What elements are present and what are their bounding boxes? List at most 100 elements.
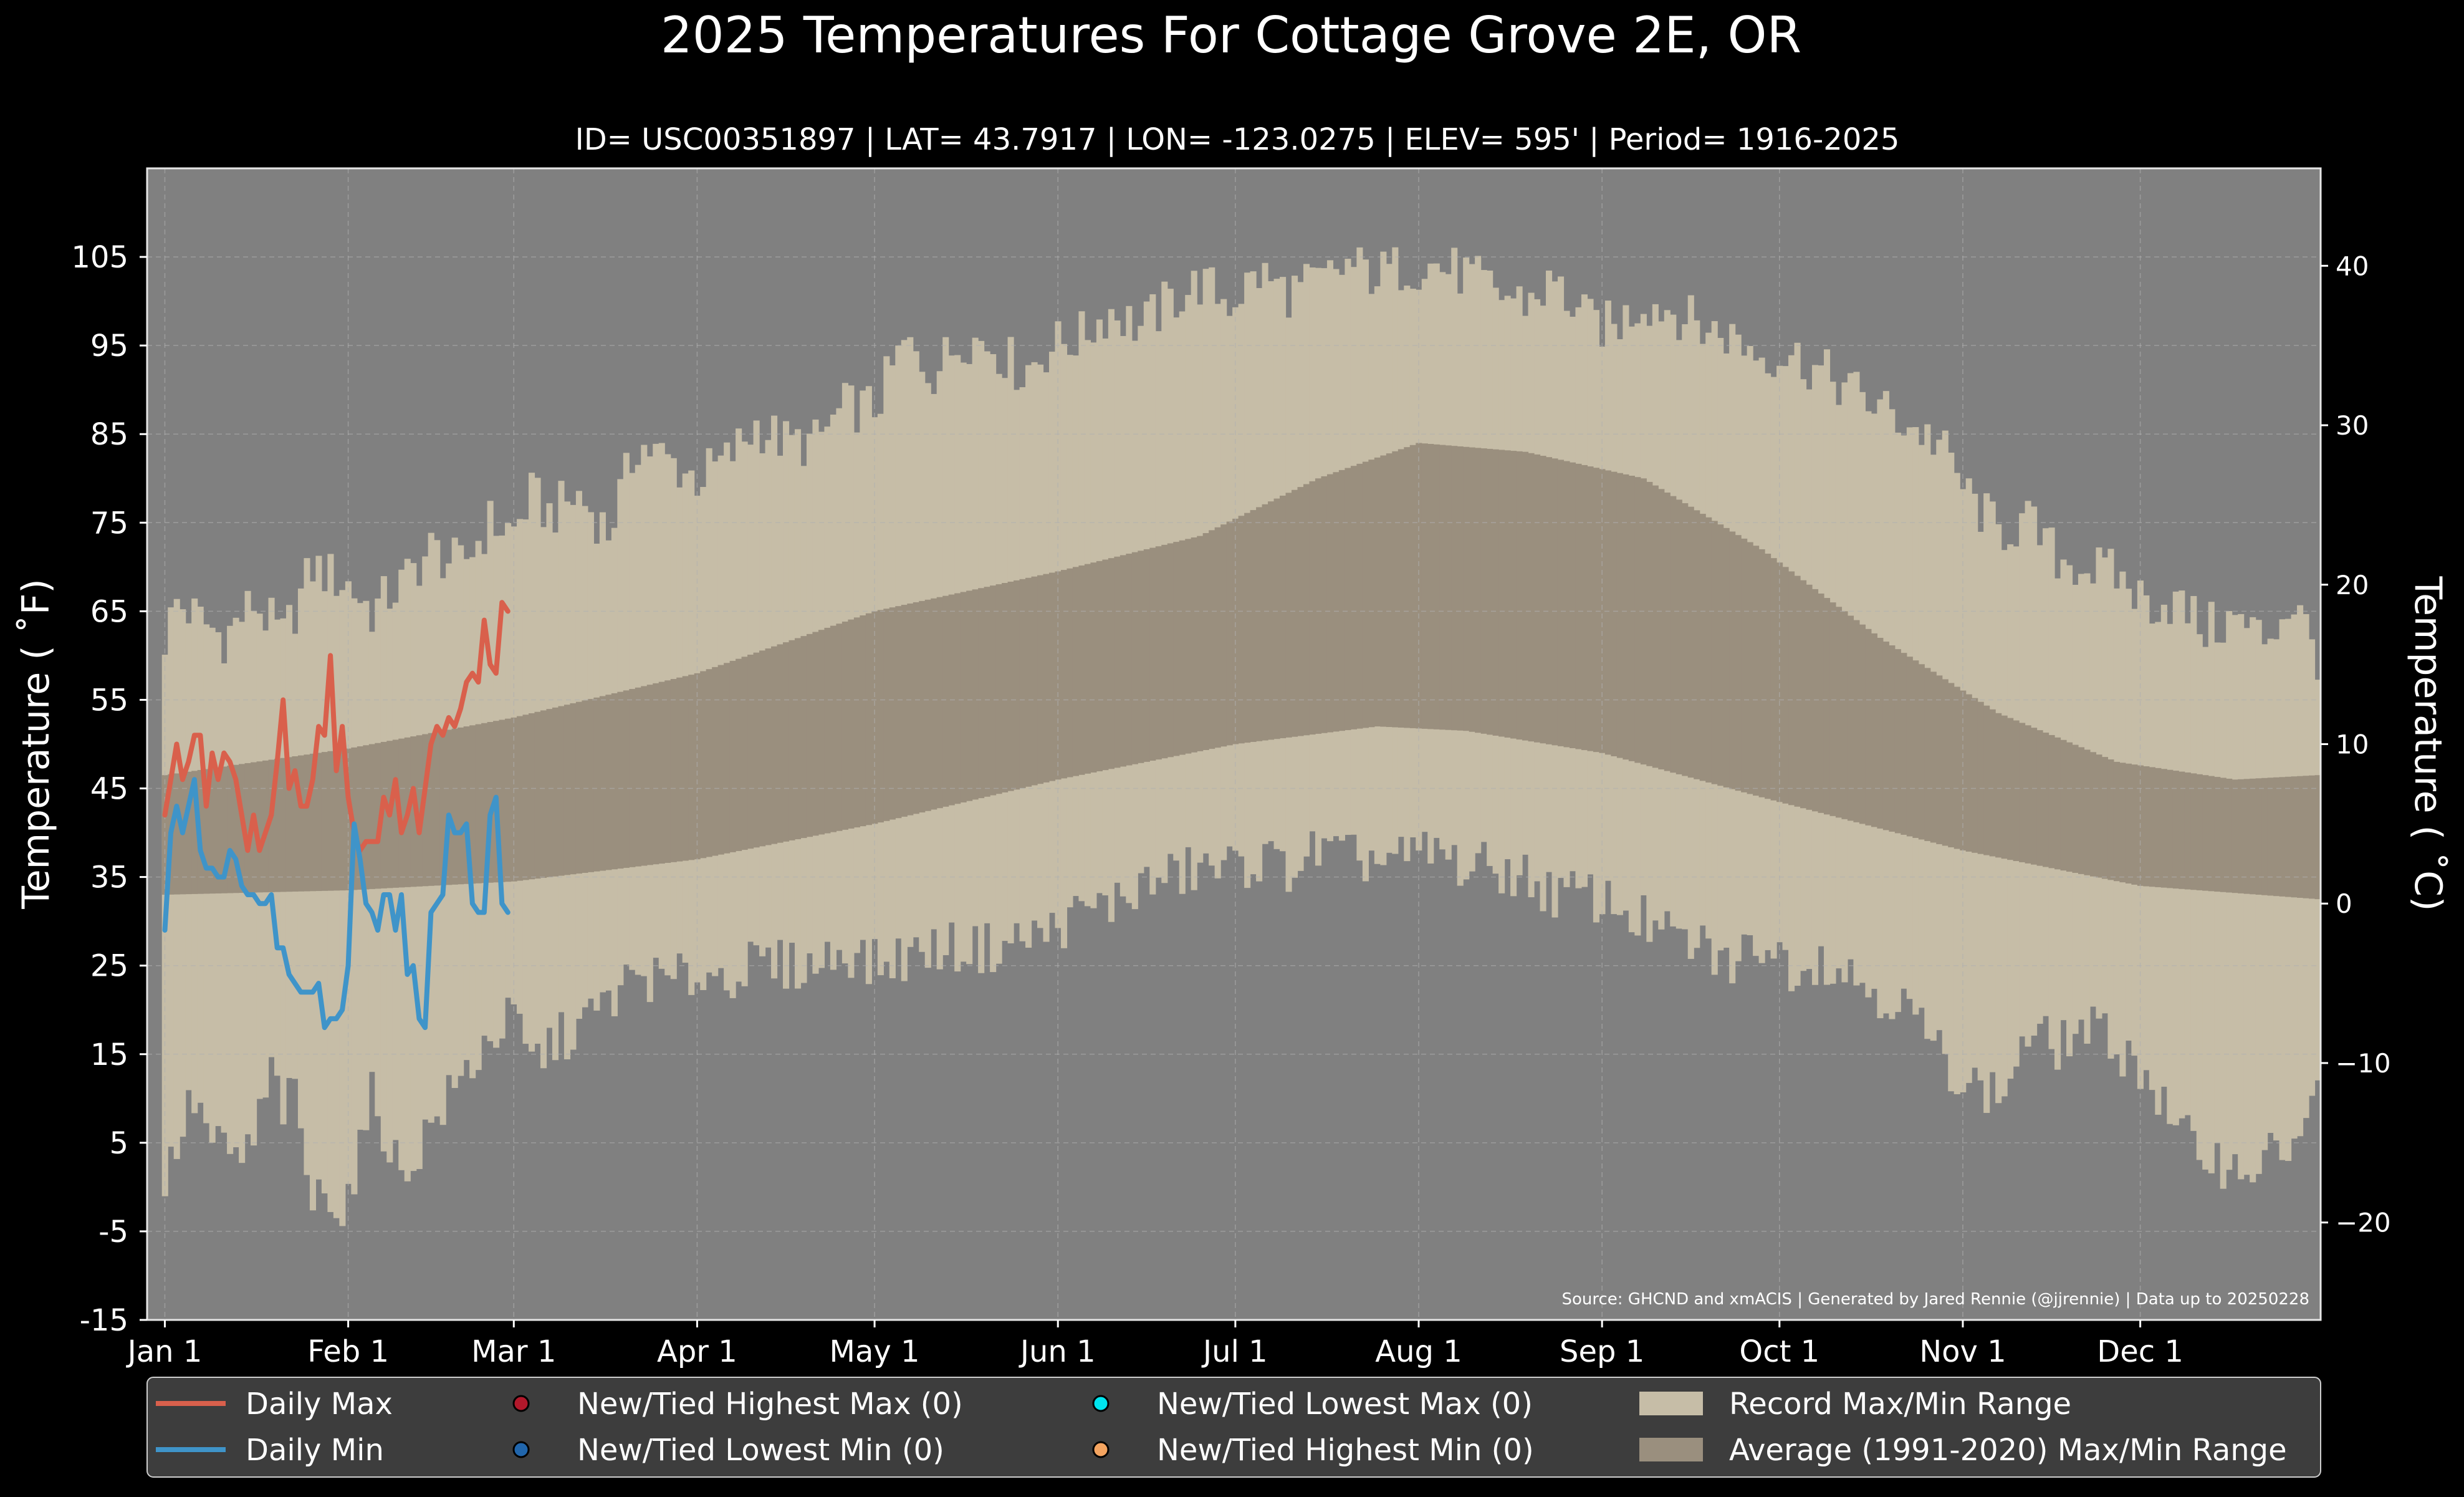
normal-range-bar (232, 764, 239, 893)
normal-range-bar (357, 746, 363, 890)
normal-range-bar (428, 733, 434, 886)
normal-range-bar (1143, 549, 1150, 762)
normal-range-bar (221, 766, 228, 893)
normal-range-bar (1510, 451, 1517, 739)
normal-range-bar (1575, 463, 1582, 749)
legend: Daily Max Daily Min New/Tied Highest Max (… (146, 1377, 2321, 1478)
x-tick-label: Sep 1 (1560, 1334, 1644, 1369)
normal-range-bar (1374, 457, 1381, 727)
normal-range-bar (1823, 598, 1831, 815)
normal-range-bar (1161, 544, 1168, 759)
normal-range-bar (1492, 449, 1499, 736)
normal-range-bar (2190, 773, 2197, 890)
normal-range-bar (2250, 778, 2256, 895)
normal-range-bar (913, 602, 919, 814)
normal-range-bar (2279, 777, 2286, 897)
normal-range-bar (2107, 759, 2114, 880)
legend-label: Average (1991-2020) Max/Min Range (1729, 1433, 2287, 1468)
normal-range-bar (274, 759, 281, 892)
normal-range-bar (1498, 450, 1505, 737)
normal-range-bar (2238, 779, 2245, 893)
normal-range-bar (1214, 527, 1221, 748)
normal-range-bar (304, 754, 310, 892)
normal-range-bar (203, 769, 210, 894)
normal-range-bar (717, 665, 724, 855)
normal-range-bar (587, 699, 594, 872)
legend-item: Daily Max (156, 1387, 393, 1422)
normal-range-bar (2031, 728, 2038, 865)
normal-range-bar (1433, 444, 1440, 729)
normal-range-bar (2196, 774, 2203, 890)
normal-range-bar (256, 761, 263, 893)
normal-range-bar (173, 773, 180, 895)
normal-range-bar (765, 648, 772, 845)
normal-range-bar (1256, 507, 1263, 741)
normal-range-bar (1942, 679, 1949, 846)
normal-range-bar (458, 727, 464, 885)
source-note: Source: GHCND and xmACIS | Generated by … (1561, 1290, 2309, 1309)
legend-label: Daily Max (246, 1387, 393, 1422)
normal-range-bar (2007, 718, 2014, 860)
normal-range-bar (729, 660, 736, 852)
normal-range-bar (1569, 462, 1576, 748)
normal-range-bar (841, 621, 848, 830)
legend-swatch (1092, 1395, 1110, 1412)
legend-swatch (1639, 1392, 1703, 1415)
y-tick-label: 95 (90, 329, 128, 363)
normal-range-bar (1723, 527, 1730, 787)
normal-range-bar (2226, 778, 2233, 893)
legend-item: Daily Min (156, 1433, 384, 1468)
normal-range-bar (2089, 752, 2097, 877)
normal-range-bar (309, 753, 317, 892)
normal-range-bar (990, 585, 997, 796)
normal-range-bar (333, 750, 340, 891)
normal-range-bar (2297, 776, 2304, 898)
normal-range-bar (1273, 498, 1280, 739)
normal-range-bar (285, 757, 293, 892)
normal-range-bar (741, 657, 748, 850)
normal-range-bar (582, 700, 588, 873)
normal-range-bar (1948, 683, 1955, 847)
normal-range-bar (889, 607, 896, 820)
normal-range-bar (1202, 533, 1209, 750)
normal-range-bar (1906, 657, 1913, 837)
normal-range-bar (1338, 469, 1346, 731)
y-tick-label-right: −10 (2336, 1048, 2391, 1079)
normal-range-bar (1924, 668, 1931, 841)
normal-range-bar (1119, 555, 1126, 767)
normal-range-bar (1953, 686, 1960, 849)
normal-range-bar (2214, 777, 2221, 892)
normal-range-bar (1936, 675, 1943, 844)
normal-range-bar (1037, 575, 1044, 784)
normal-range-bar (1303, 484, 1310, 736)
chart-title: 2025 Temperatures For Cottage Grove 2E, … (661, 6, 1801, 64)
record-range-bar (2238, 614, 2245, 1180)
normal-range-bar (380, 741, 387, 888)
normal-range-bar (1362, 461, 1369, 728)
normal-range-bar (806, 633, 813, 837)
normal-range-bar (1965, 694, 1972, 852)
normal-range-bar (860, 615, 866, 827)
legend-label: New/Tied Lowest Max (0) (1157, 1387, 1533, 1422)
normal-range-bar (1977, 701, 1984, 854)
legend-item: New/Tied Highest Min (0) (1092, 1433, 1534, 1468)
normal-range-bar (1326, 474, 1334, 733)
normal-range-bar (942, 595, 949, 807)
normal-range-bar (865, 613, 872, 826)
normal-range-bar (1765, 554, 1771, 799)
normal-range-bar (1634, 477, 1641, 763)
normal-range-bar (434, 731, 441, 886)
normal-range-bar (1060, 570, 1068, 779)
normal-range-bar (1882, 642, 1889, 830)
normal-range-bar (1067, 568, 1073, 777)
normal-range-bar (2101, 757, 2109, 879)
y-tick-label: 65 (90, 594, 128, 629)
normal-range-bar (2291, 776, 2298, 898)
normal-range-bar (2096, 754, 2102, 878)
normal-range-bar (1551, 458, 1558, 746)
x-tick-label: Jul 1 (1201, 1334, 1268, 1369)
normal-range-bar (1664, 493, 1671, 771)
x-tick-label: Feb 1 (307, 1334, 389, 1369)
normal-range-bar (2072, 744, 2079, 873)
normal-range-bar (1818, 593, 1824, 813)
